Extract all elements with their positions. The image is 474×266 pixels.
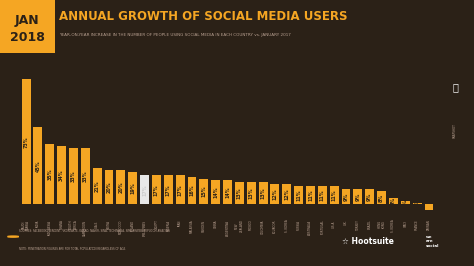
Text: 14%: 14% (213, 186, 218, 198)
Bar (401, 201, 410, 204)
Bar (247, 182, 255, 204)
Bar (34, 127, 42, 204)
Text: 13%: 13% (261, 188, 265, 199)
Bar (105, 170, 113, 204)
Text: ANNUAL GROWTH OF SOCIAL MEDIA USERS: ANNUAL GROWTH OF SOCIAL MEDIA USERS (59, 10, 348, 23)
Bar (330, 185, 338, 204)
Bar (152, 175, 161, 204)
Bar (0, 0, 55, 53)
Text: 17%: 17% (154, 184, 159, 196)
Text: 2%: 2% (403, 198, 408, 207)
Bar (128, 172, 137, 204)
Text: 4%: 4% (391, 197, 396, 205)
Text: 13%: 13% (249, 188, 254, 199)
Bar (365, 189, 374, 204)
Bar (69, 148, 78, 204)
Text: 1%: 1% (415, 200, 419, 208)
Bar (425, 204, 433, 210)
Text: 20%: 20% (118, 181, 123, 193)
Text: 17%: 17% (142, 184, 147, 196)
Text: 45%: 45% (36, 160, 40, 172)
Bar (318, 185, 327, 204)
Text: SNAPSHOT: SNAPSHOT (453, 123, 457, 138)
Text: SOURCES: FACEBOOK, TENCENT, VKONTAKTE, KAKAO, NAVER, SINA, TECHINASIA, SIMILARWE: SOURCES: FACEBOOK, TENCENT, VKONTAKTE, K… (19, 229, 170, 233)
Bar (271, 184, 279, 204)
Bar (93, 168, 101, 204)
Text: NOTE: PENETRATION FIGURES ARE FOR TOTAL POPULATION REGARDLESS OF AGE.: NOTE: PENETRATION FIGURES ARE FOR TOTAL … (19, 247, 127, 251)
Bar (283, 184, 291, 204)
Text: 73%: 73% (24, 136, 28, 148)
Text: 21%: 21% (95, 181, 100, 192)
Text: we
are
social: we are social (426, 235, 439, 248)
Bar (259, 182, 267, 204)
Bar (81, 148, 90, 204)
Text: 9%: 9% (344, 193, 348, 201)
Text: 14%: 14% (225, 186, 230, 198)
Bar (22, 79, 30, 204)
Text: 9%: 9% (356, 193, 360, 201)
Bar (223, 180, 232, 204)
Text: JAN: JAN (15, 14, 39, 27)
Bar (140, 175, 149, 204)
Text: 12%: 12% (273, 188, 277, 200)
Text: 8%: 8% (379, 193, 384, 202)
Bar (354, 189, 362, 204)
Text: 🌐: 🌐 (452, 82, 458, 93)
Bar (176, 175, 184, 204)
Circle shape (8, 236, 18, 237)
Bar (46, 144, 54, 204)
Text: 34%: 34% (59, 169, 64, 181)
Text: 11%: 11% (296, 189, 301, 201)
Text: 33%: 33% (71, 170, 76, 182)
Bar (57, 146, 66, 204)
Bar (211, 180, 220, 204)
Bar (389, 198, 398, 204)
Bar (235, 182, 244, 204)
Bar (188, 177, 196, 204)
Bar (117, 170, 125, 204)
Text: YEAR-ON-YEAR INCREASE IN THE NUMBER OF PEOPLE USING SOCIAL MEDIA IN EACH COUNTRY: YEAR-ON-YEAR INCREASE IN THE NUMBER OF P… (59, 33, 291, 37)
Bar (164, 175, 173, 204)
Text: 2018: 2018 (10, 31, 45, 44)
Bar (377, 191, 386, 204)
Bar (306, 185, 315, 204)
Text: 15%: 15% (201, 186, 206, 197)
Text: 17%: 17% (178, 184, 182, 196)
Text: 35%: 35% (47, 169, 52, 180)
Text: ☆ Hootsuite: ☆ Hootsuite (342, 237, 393, 246)
Text: 11%: 11% (320, 189, 325, 201)
Text: 33%: 33% (83, 170, 88, 182)
Text: 9%: 9% (367, 193, 372, 201)
Text: 12%: 12% (284, 188, 289, 200)
Text: 13%: 13% (237, 188, 242, 199)
Text: 16%: 16% (190, 185, 194, 197)
Bar (294, 185, 303, 204)
Text: 19%: 19% (130, 182, 135, 194)
Text: 20%: 20% (107, 181, 111, 193)
Text: 11%: 11% (332, 189, 337, 201)
Bar (413, 203, 421, 204)
Text: 17%: 17% (166, 184, 171, 196)
Bar (342, 189, 350, 204)
Bar (200, 179, 208, 204)
Text: 11%: 11% (308, 189, 313, 201)
